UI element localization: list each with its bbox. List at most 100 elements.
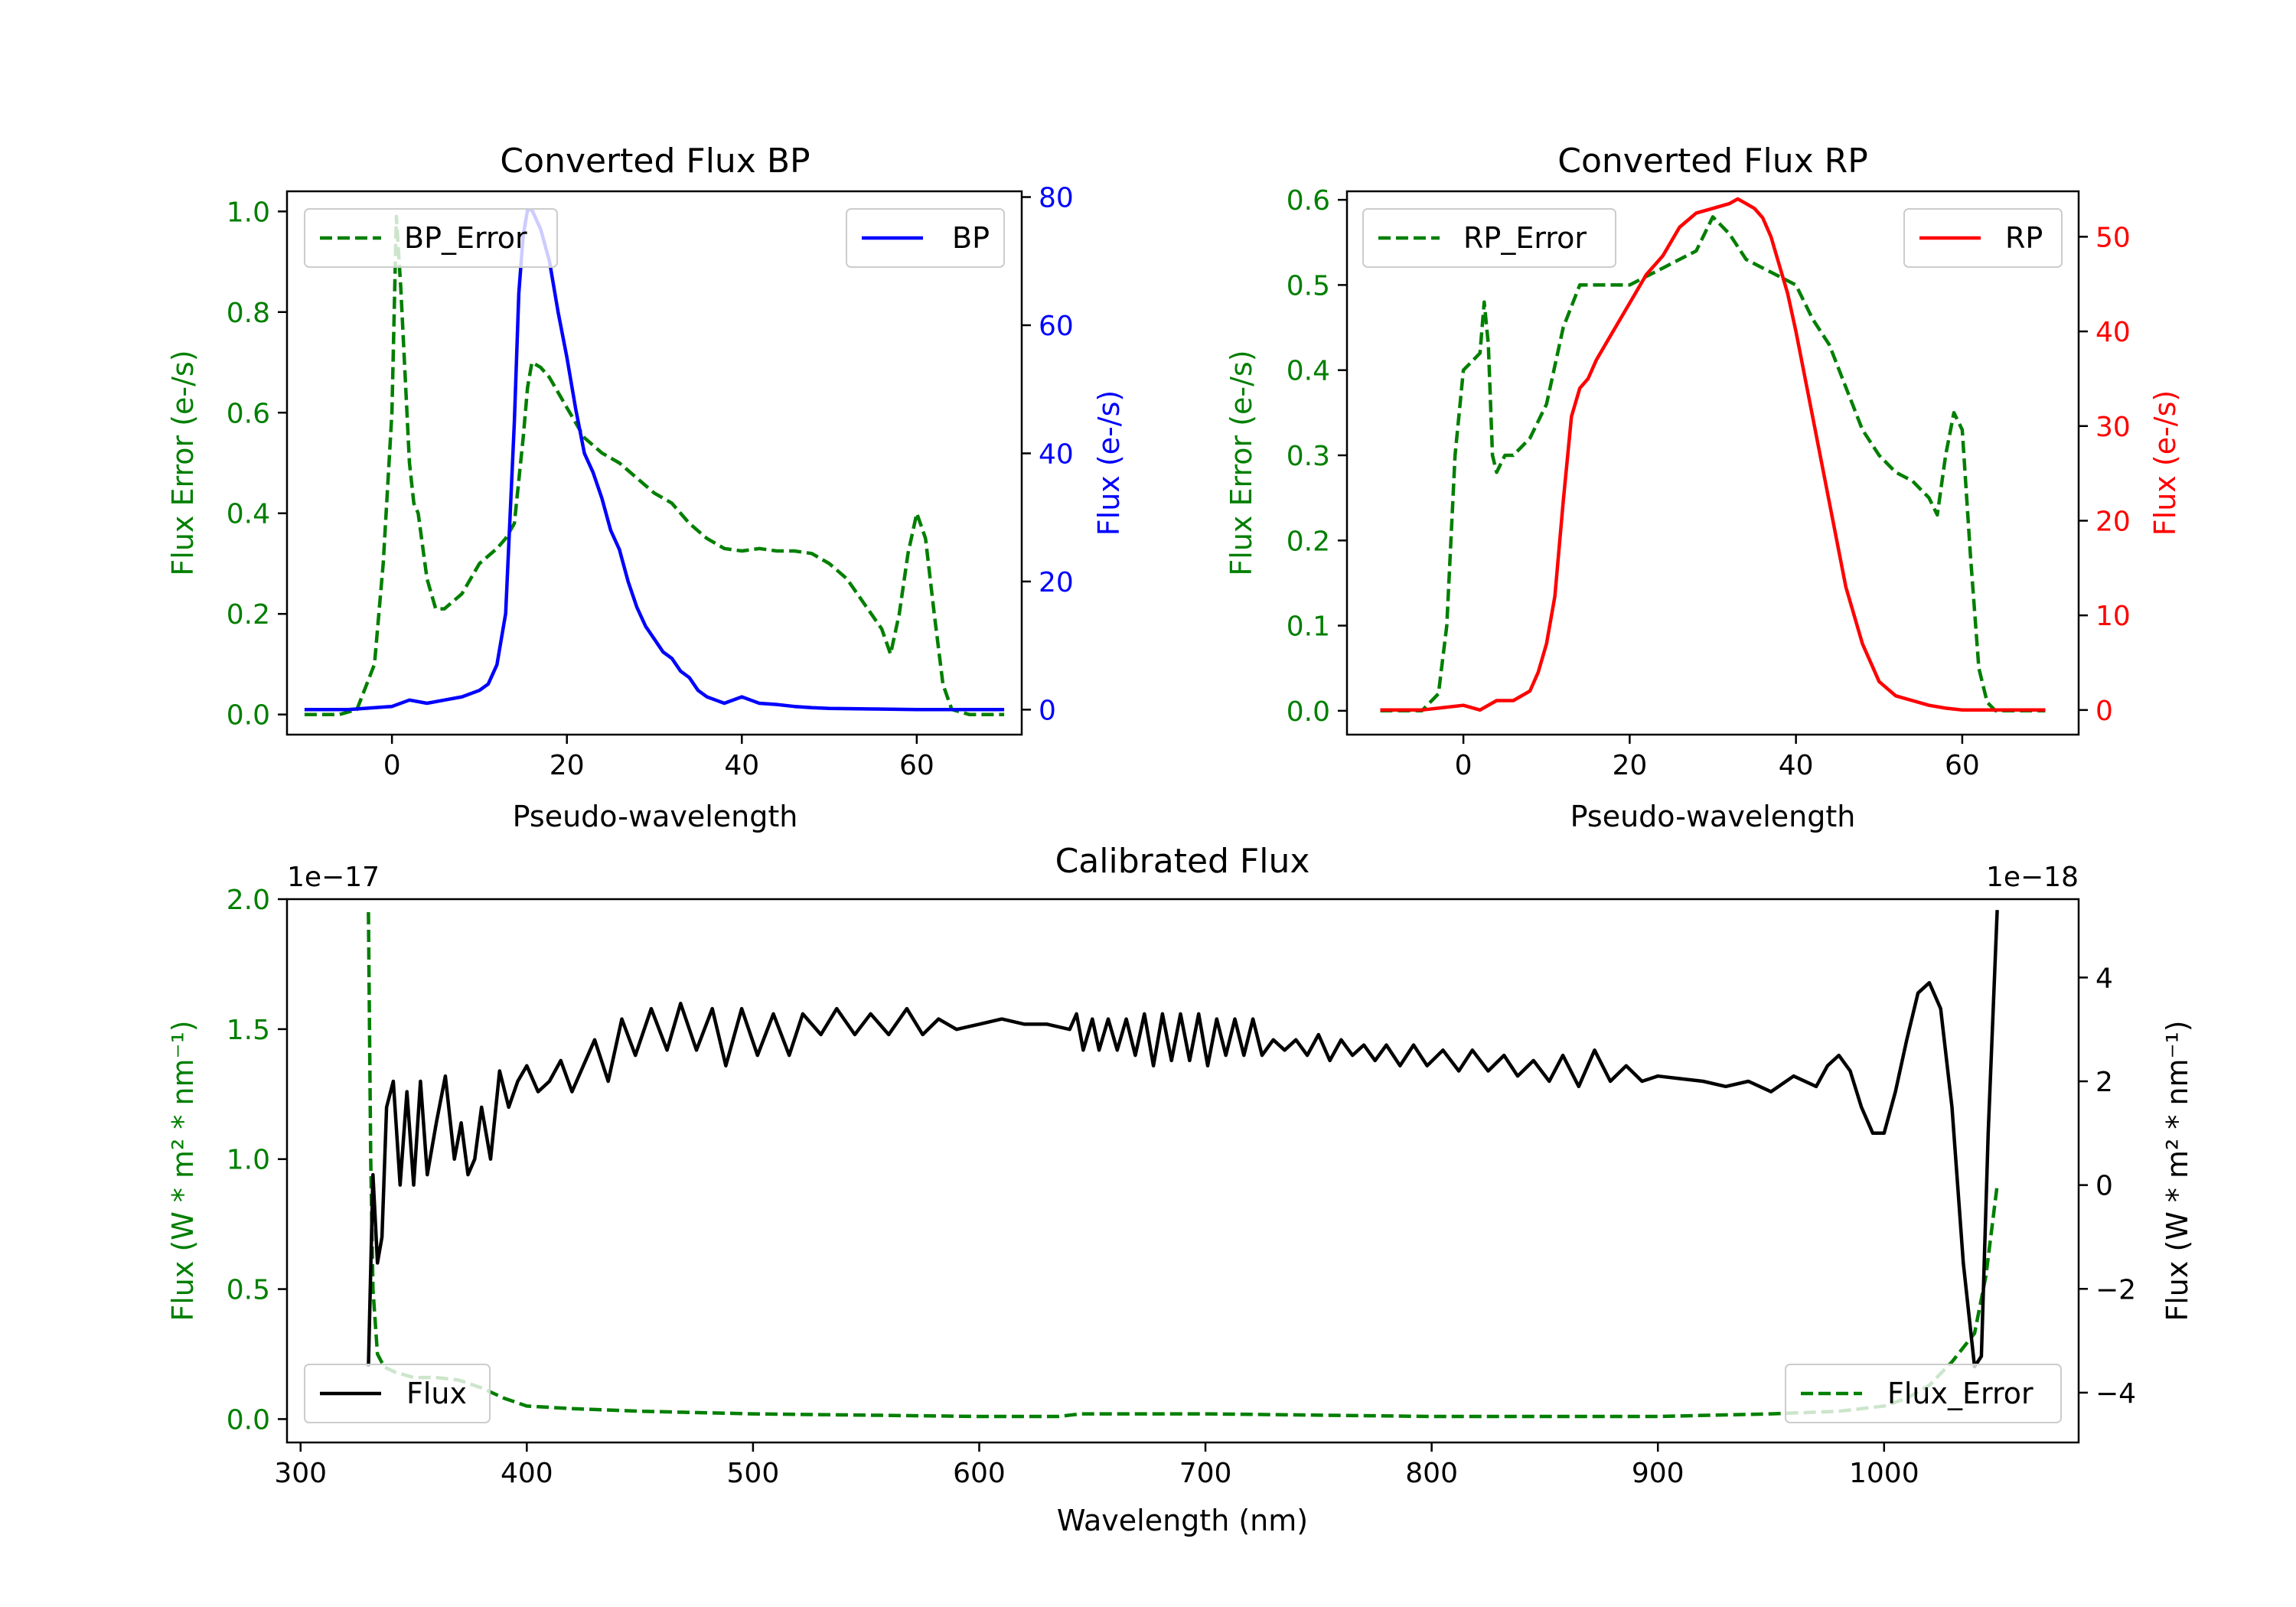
right-y-tick-label: −2 bbox=[2095, 1274, 2136, 1305]
left-y-tick-label: 0.8 bbox=[227, 298, 270, 329]
left-y-tick-label: 0.0 bbox=[227, 700, 270, 732]
flux-legend-label: Flux bbox=[406, 1377, 467, 1410]
right-y-tick-label: 50 bbox=[2095, 222, 2131, 253]
bp-error-line bbox=[304, 214, 1005, 716]
calibrated-left-y-axis: 0.0 0.5 1.0 1.5 2.0 bbox=[227, 885, 287, 1436]
x-tick-label: 0 bbox=[383, 750, 401, 781]
x-tick-label: 500 bbox=[727, 1458, 780, 1489]
rp-legend-label: RP bbox=[2005, 221, 2043, 255]
right-y-tick-label: 80 bbox=[1039, 183, 1074, 214]
calibrated-right-y-axis-label: Flux (W * m² * nm⁻¹) bbox=[2161, 1020, 2194, 1321]
rp-plot-frame bbox=[1345, 190, 2080, 736]
calibrated-right-y-axis: −4 −2 0 2 4 bbox=[2079, 963, 2136, 1410]
x-tick-label: 40 bbox=[724, 750, 759, 781]
x-tick-label: 300 bbox=[274, 1458, 327, 1489]
bp-left-y-axis: 0.0 0.2 0.4 0.6 0.8 1.0 bbox=[227, 197, 287, 732]
x-tick-label: 20 bbox=[1612, 750, 1647, 781]
right-y-tick-label: 20 bbox=[2095, 506, 2131, 537]
x-tick-label: 60 bbox=[899, 750, 934, 781]
left-y-tick-label: 0.1 bbox=[1287, 611, 1330, 643]
x-tick-label: 0 bbox=[1455, 750, 1473, 781]
right-y-tick-label: 40 bbox=[1039, 438, 1074, 470]
bp-left-y-axis-label: Flux Error (e-/s) bbox=[166, 350, 200, 575]
calibrated-x-axis: 300 400 500 600 700 800 900 1000 bbox=[274, 1442, 1919, 1489]
calibrated-left-offset-text: 1e−17 bbox=[287, 862, 380, 893]
rp-series bbox=[1380, 197, 2046, 712]
left-y-tick-label: 0.0 bbox=[1287, 696, 1330, 728]
rp-error-line bbox=[1380, 215, 2046, 713]
left-y-tick-label: 0.4 bbox=[1287, 356, 1330, 387]
rp-x-axis: 0 20 40 60 bbox=[1455, 735, 1980, 781]
flux-legend: Flux bbox=[304, 1364, 491, 1423]
left-y-tick-label: 1.0 bbox=[227, 1145, 270, 1176]
bp-series bbox=[304, 208, 1005, 712]
bp-line bbox=[304, 208, 1005, 712]
rp-legend: RP bbox=[1903, 208, 2063, 268]
bp-x-axis-label: Pseudo-wavelength bbox=[513, 800, 798, 833]
bp-error-series bbox=[304, 214, 1005, 716]
x-tick-label: 900 bbox=[1632, 1458, 1684, 1489]
bp-chart-title: Converted Flux BP bbox=[500, 142, 810, 181]
right-y-tick-label: −4 bbox=[2095, 1378, 2136, 1410]
left-y-tick-label: 0.4 bbox=[227, 499, 270, 530]
flux-error-legend-label: Flux_Error bbox=[1887, 1377, 2033, 1410]
right-y-tick-label: 2 bbox=[2095, 1067, 2113, 1098]
right-y-tick-label: 0 bbox=[2095, 1171, 2113, 1202]
rp-error-series bbox=[1380, 215, 2046, 713]
calibrated-chart: Calibrated Flux 1e−17 1e−18 300 400 500 600… bbox=[166, 842, 2194, 1537]
x-tick-label: 800 bbox=[1405, 1458, 1458, 1489]
rp-chart-title: Converted Flux RP bbox=[1557, 142, 1868, 181]
left-y-tick-label: 0.6 bbox=[1287, 185, 1330, 217]
left-y-tick-label: 0.2 bbox=[227, 599, 270, 631]
right-y-tick-label: 10 bbox=[2095, 601, 2131, 632]
x-tick-label: 1000 bbox=[1849, 1458, 1919, 1489]
bp-x-axis: 0 20 40 60 bbox=[383, 735, 934, 781]
left-y-tick-label: 0.2 bbox=[1287, 526, 1330, 557]
bp-chart: Converted Flux BP 0 20 40 60 0.00.20.40.60.… bbox=[166, 142, 1126, 833]
right-y-tick-label: 20 bbox=[1039, 567, 1074, 598]
left-y-tick-label: 0.5 bbox=[1287, 270, 1330, 302]
left-y-tick-label: 1.5 bbox=[227, 1015, 270, 1046]
rp-right-y-axis-label: Flux (e-/s) bbox=[2148, 390, 2182, 536]
rp-left-y-axis: 0.0 0.1 0.2 0.3 0.4 0.5 0.6 bbox=[1287, 185, 1347, 728]
bp-legend: BP bbox=[846, 208, 1005, 268]
rp-x-axis-label: Pseudo-wavelength bbox=[1570, 800, 1856, 833]
bp-error-legend: BP_Error bbox=[304, 208, 558, 268]
bp-right-y-axis-label: Flux (e-/s) bbox=[1092, 390, 1126, 536]
bp-plot-frame bbox=[285, 190, 1023, 736]
left-y-tick-label: 0.5 bbox=[227, 1275, 270, 1306]
rp-error-legend-label: RP_Error bbox=[1463, 221, 1587, 255]
x-tick-label: 700 bbox=[1179, 1458, 1232, 1489]
bp-right-y-axis: 0 20 40 60 80 bbox=[1022, 183, 1074, 726]
flux-series bbox=[367, 910, 1999, 1369]
bp-error-legend-label: BP_Error bbox=[404, 221, 527, 255]
calibrated-chart-title: Calibrated Flux bbox=[1055, 842, 1310, 881]
flux-line bbox=[367, 910, 1999, 1369]
right-y-tick-label: 40 bbox=[2095, 317, 2131, 348]
rp-left-y-axis-label: Flux Error (e-/s) bbox=[1225, 350, 1258, 575]
x-tick-label: 20 bbox=[550, 750, 585, 781]
rp-chart: Converted Flux RP 0 20 40 60 0.00.10.20.30.… bbox=[1225, 142, 2182, 833]
left-y-tick-label: 0.6 bbox=[227, 398, 270, 429]
right-y-tick-label: 60 bbox=[1039, 311, 1074, 342]
flux-error-legend: Flux_Error bbox=[1785, 1364, 2062, 1423]
left-y-tick-label: 1.0 bbox=[227, 197, 270, 228]
right-y-tick-label: 4 bbox=[2095, 963, 2113, 994]
x-tick-label: 60 bbox=[1945, 750, 1980, 781]
rp-right-y-axis: 0 10 20 30 40 50 bbox=[2079, 222, 2131, 727]
left-y-tick-label: 0.0 bbox=[227, 1404, 270, 1436]
rp-line bbox=[1380, 197, 2046, 712]
x-tick-label: 600 bbox=[953, 1458, 1006, 1489]
right-y-tick-label: 0 bbox=[1039, 695, 1056, 726]
bp-legend-label: BP bbox=[952, 221, 990, 255]
right-y-tick-label: 30 bbox=[2095, 412, 2131, 443]
calibrated-right-offset-text: 1e−18 bbox=[1986, 862, 2079, 893]
calibrated-left-y-axis-label: Flux (W * m² * nm⁻¹) bbox=[166, 1020, 200, 1321]
left-y-tick-label: 0.3 bbox=[1287, 441, 1330, 472]
calibrated-x-axis-label: Wavelength (nm) bbox=[1057, 1504, 1308, 1537]
rp-error-legend: RP_Error bbox=[1362, 208, 1616, 268]
x-tick-label: 400 bbox=[501, 1458, 553, 1489]
left-y-tick-label: 2.0 bbox=[227, 885, 270, 916]
x-tick-label: 40 bbox=[1779, 750, 1814, 781]
